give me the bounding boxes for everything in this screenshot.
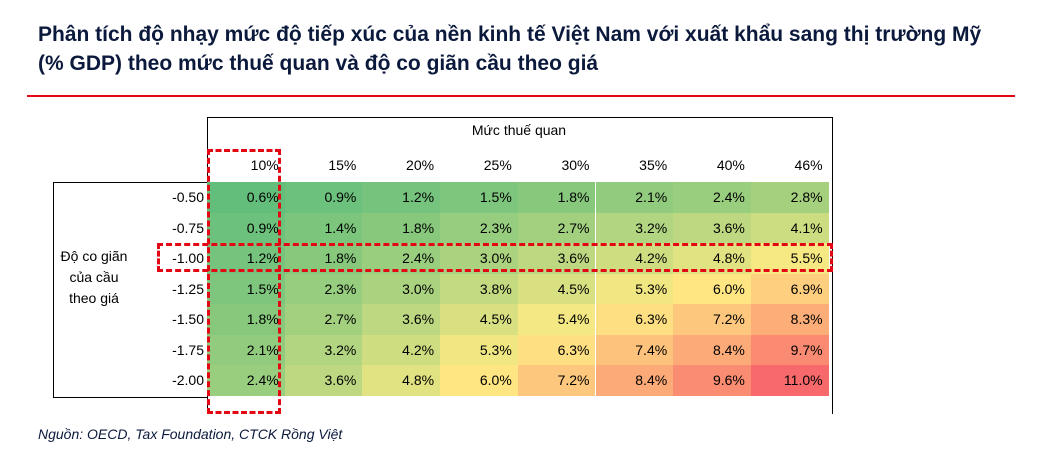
heatmap-cell: 2.4% [362, 243, 441, 274]
heatmap-cell: 11.0% [750, 365, 829, 396]
row-header: -0.50 [172, 189, 204, 205]
heatmap-cell: 3.6% [284, 365, 363, 396]
heatmap-cell: 1.5% [440, 182, 518, 213]
heatmap-cell: 1.8% [284, 243, 363, 274]
heatmap-cell: 4.2% [595, 243, 674, 274]
heatmap-cell: 4.8% [362, 365, 441, 396]
heatmap-cell: 7.2% [673, 304, 751, 335]
heatmap-cell: 4.5% [517, 273, 596, 304]
heatmap-cell: 5.3% [440, 334, 518, 365]
heatmap-cell: 8.3% [750, 304, 829, 335]
column-header: 10% [250, 157, 279, 173]
heatmap-cell: 7.4% [595, 334, 674, 365]
heatmap-cell: 7.2% [517, 365, 596, 396]
column-header: 30% [561, 157, 590, 173]
heatmap-cell: 2.4% [207, 365, 285, 396]
row-axis-title: Độ co giãn của cầu theo giá [60, 248, 128, 306]
row-header: -0.75 [172, 219, 204, 236]
heatmap-cell: 6.3% [517, 334, 596, 365]
heatmap-cell: 3.2% [284, 334, 363, 365]
heatmap-cell: 6.3% [595, 304, 674, 335]
heatmap-cell: 1.8% [207, 304, 285, 335]
heatmap-cell: 2.7% [284, 304, 363, 335]
heatmap-cell: 1.5% [207, 273, 285, 304]
heatmap-cell: 9.7% [750, 334, 829, 365]
heatmap-cell: 2.4% [673, 182, 751, 213]
heatmap-cell: 9.6% [673, 365, 751, 396]
heatmap-cell: 2.1% [595, 182, 674, 213]
column-header: 40% [716, 157, 745, 173]
heatmap-cell: 1.2% [207, 243, 285, 274]
heatmap-cell: 2.1% [207, 334, 285, 365]
heatmap-cell: 3.0% [440, 243, 518, 274]
heatmap-cell: 3.6% [673, 212, 751, 243]
column-header: 20% [406, 157, 435, 173]
row-label-frame [53, 182, 208, 398]
heatmap-cell: 3.2% [595, 212, 674, 243]
row-header: -1.50 [172, 311, 204, 327]
heatmap-cell: 5.4% [517, 304, 596, 335]
heatmap-cell: 0.9% [284, 182, 363, 213]
heatmap-cell: 3.0% [362, 273, 441, 304]
row-header: -2.00 [172, 372, 204, 388]
heatmap-cell: 6.9% [750, 273, 829, 304]
column-axis-title: Mức thuế quan [471, 122, 567, 138]
heatmap-cell: 1.8% [362, 212, 441, 243]
title-divider [27, 95, 1015, 97]
heatmap-cell: 8.4% [673, 334, 751, 365]
heatmap-cell: 0.9% [207, 212, 285, 243]
heatmap-cell: 6.0% [673, 273, 751, 304]
heatmap-cell: 4.2% [362, 334, 441, 365]
row-header: -1.25 [172, 280, 204, 297]
column-header: 25% [483, 157, 512, 173]
heatmap-cell: 2.3% [284, 273, 363, 304]
heatmap-cell: 5.5% [750, 243, 829, 274]
heatmap-cell: 4.5% [440, 304, 518, 335]
column-header: 15% [328, 157, 357, 173]
heatmap-cell: 4.1% [750, 212, 829, 243]
heatmap-cell: 8.4% [595, 365, 674, 396]
heatmap-cell: 2.3% [440, 212, 518, 243]
heatmap-cell: 2.7% [517, 212, 596, 243]
row-header: -1.75 [172, 341, 204, 358]
heatmap-cell: 1.2% [362, 182, 441, 213]
heatmap-cell: 2.8% [750, 182, 829, 213]
heatmap-cell: 1.8% [517, 182, 596, 213]
column-header: 46% [794, 157, 823, 173]
heatmap-cell: 3.6% [362, 304, 441, 335]
row-header: -1.00 [172, 250, 204, 266]
heatmap-cell: 3.6% [517, 243, 596, 274]
chart-title: Phân tích độ nhạy mức độ tiếp xúc của nề… [38, 23, 982, 75]
column-header: 35% [639, 157, 668, 173]
heatmap-cell: 0.6% [207, 182, 285, 213]
heatmap-cell: 1.4% [284, 212, 363, 243]
heatmap-cell: 5.3% [595, 273, 674, 304]
heatmap-cell: 4.8% [673, 243, 751, 274]
heatmap-cell: 6.0% [440, 365, 518, 396]
heatmap-cell: 3.8% [440, 273, 518, 304]
source-note: Nguồn: OECD, Tax Foundation, CTCK Rồng V… [38, 426, 343, 442]
